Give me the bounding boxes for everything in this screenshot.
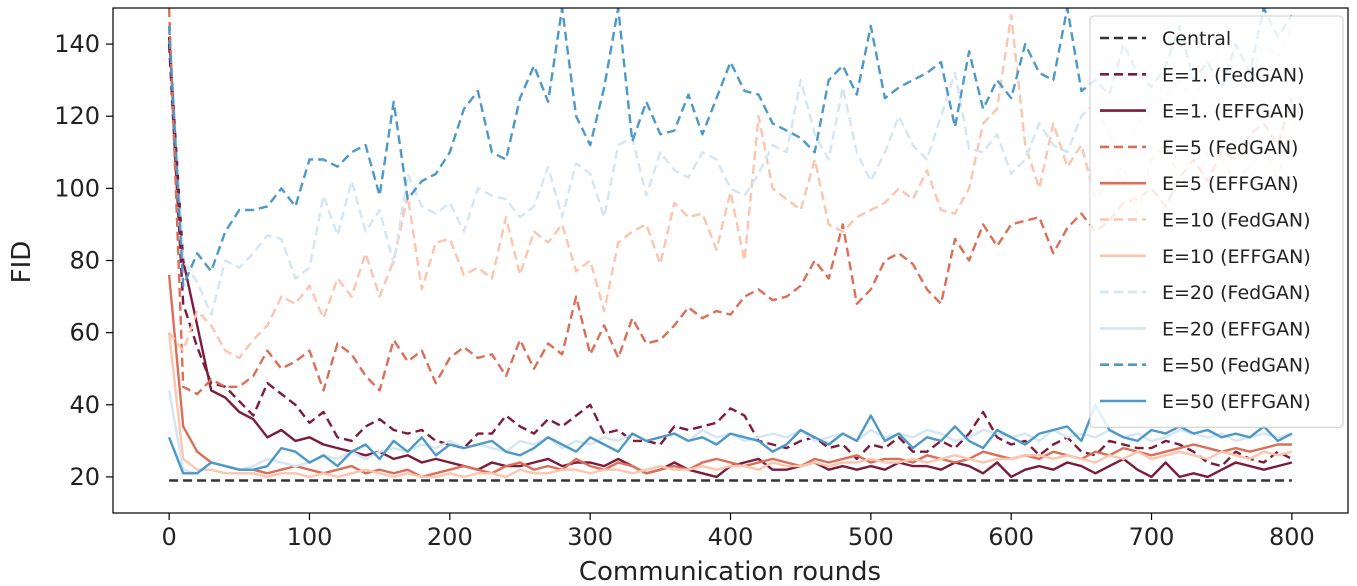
x-tick-label: 400 [708, 523, 754, 551]
y-tick-label: 80 [69, 247, 100, 275]
x-tick-label: 300 [567, 523, 613, 551]
series-line-6 [167, 332, 1293, 479]
x-tick-label: 500 [848, 523, 894, 551]
x-tick-label: 700 [1129, 523, 1175, 551]
x-axis-label: Communication rounds [579, 557, 881, 586]
legend-label: E=1. (EFFGAN) [1162, 101, 1305, 123]
series-line-4 [167, 274, 1292, 479]
legend-label: E=20 (FedGAN) [1162, 282, 1311, 304]
legend-label: E=20 (EFFGAN) [1162, 318, 1311, 340]
legend-label: Central [1162, 28, 1231, 50]
series-line-5 [168, 13, 1294, 360]
y-tick-label: 120 [54, 102, 100, 130]
y-axis-label: FID [7, 241, 37, 284]
y-tick-label: 60 [69, 319, 100, 347]
legend-label: E=50 (FedGAN) [1162, 355, 1311, 377]
legend-label: E=5 (FedGAN) [1162, 137, 1298, 159]
x-tick-label: 800 [1269, 523, 1315, 551]
y-tick-label: 20 [69, 463, 100, 491]
legend-label: E=5 (EFFGAN) [1162, 173, 1299, 195]
legend: Central E=1. (FedGAN) E=1. (EFFGAN) E=5 (Fe… [1089, 15, 1344, 428]
legend-label: E=50 (EFFGAN) [1162, 391, 1311, 413]
y-tick-label: 140 [54, 30, 100, 58]
x-tick-label: 600 [988, 523, 1034, 551]
y-tick-label: 100 [54, 174, 100, 202]
legend-label: E=10 (EFFGAN) [1162, 246, 1311, 268]
y-axis: 20 40 60 80 100 120 140 [54, 30, 113, 491]
legend-label: E=10 (FedGAN) [1162, 210, 1311, 232]
x-tick-label: 200 [427, 523, 473, 551]
y-tick-label: 40 [69, 391, 100, 419]
x-tick-label: 0 [161, 523, 176, 551]
x-tick-label: 100 [287, 523, 333, 551]
series-line-1 [167, 44, 1293, 468]
legend-frame [1089, 15, 1344, 428]
x-axis: 0 100 200 300 400 500 600 700 800 [161, 513, 1315, 551]
legend-label: E=1. (FedGAN) [1162, 64, 1305, 86]
